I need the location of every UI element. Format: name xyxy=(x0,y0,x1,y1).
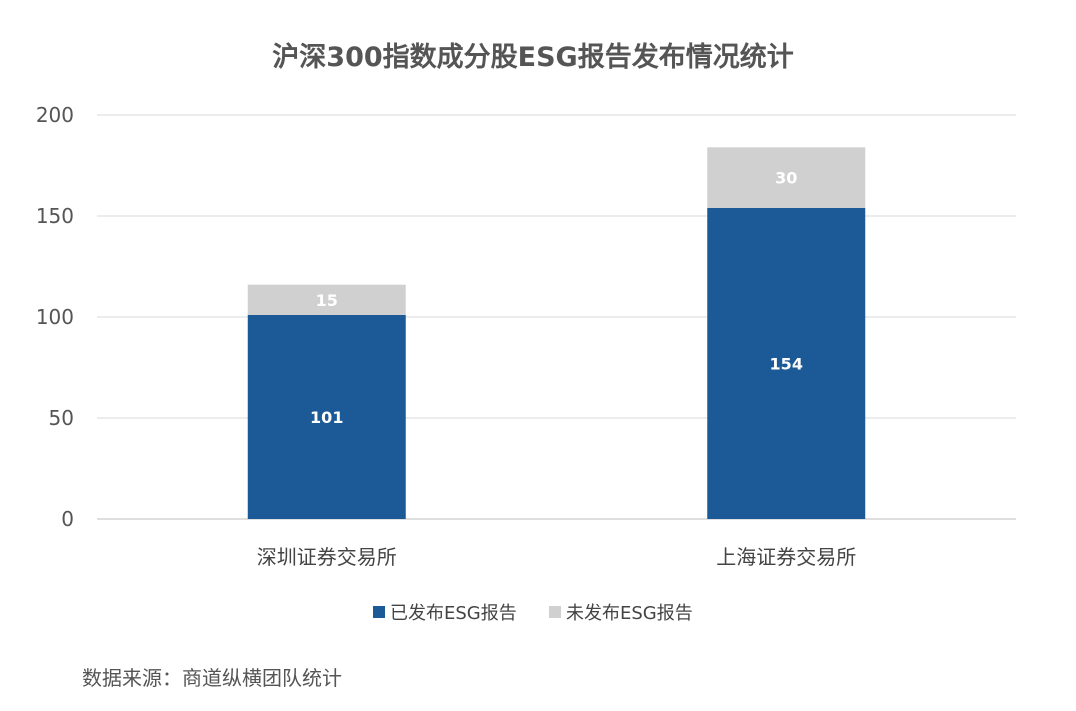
x-category-label: 深圳证券交易所 xyxy=(257,545,397,569)
legend-swatch xyxy=(549,606,561,618)
gridlines xyxy=(97,114,1016,520)
bar-segment xyxy=(247,314,406,519)
bar-segment xyxy=(707,207,866,520)
y-tick-label: 100 xyxy=(36,305,74,329)
y-tick-label: 150 xyxy=(36,204,74,228)
x-category-label: 上海证券交易所 xyxy=(716,545,856,569)
x-axis: 深圳证券交易所 上海证券交易所 xyxy=(257,545,857,569)
y-axis: 0 50 100 150 200 xyxy=(36,103,74,531)
y-tick-label: 200 xyxy=(36,103,74,127)
legend-label: 未发布ESG报告 xyxy=(566,603,693,624)
bars: 101 15 154 30 xyxy=(247,147,866,520)
legend: 已发布ESG报告 未发布ESG报告 xyxy=(373,603,693,624)
chart-title: 沪深300指数成分股ESG报告发布情况统计 xyxy=(272,41,793,73)
legend-label: 已发布ESG报告 xyxy=(390,603,517,624)
bar-segment xyxy=(707,147,866,208)
legend-swatch xyxy=(373,606,385,618)
data-label: 101 xyxy=(310,408,343,427)
data-source-note: 数据来源：商道纵横团队统计 xyxy=(82,666,342,690)
data-label: 15 xyxy=(316,291,338,310)
data-label: 30 xyxy=(775,169,797,188)
data-label: 154 xyxy=(770,354,803,373)
y-tick-label: 0 xyxy=(61,507,74,531)
bar-segment xyxy=(247,284,406,315)
y-tick-label: 50 xyxy=(49,406,74,430)
